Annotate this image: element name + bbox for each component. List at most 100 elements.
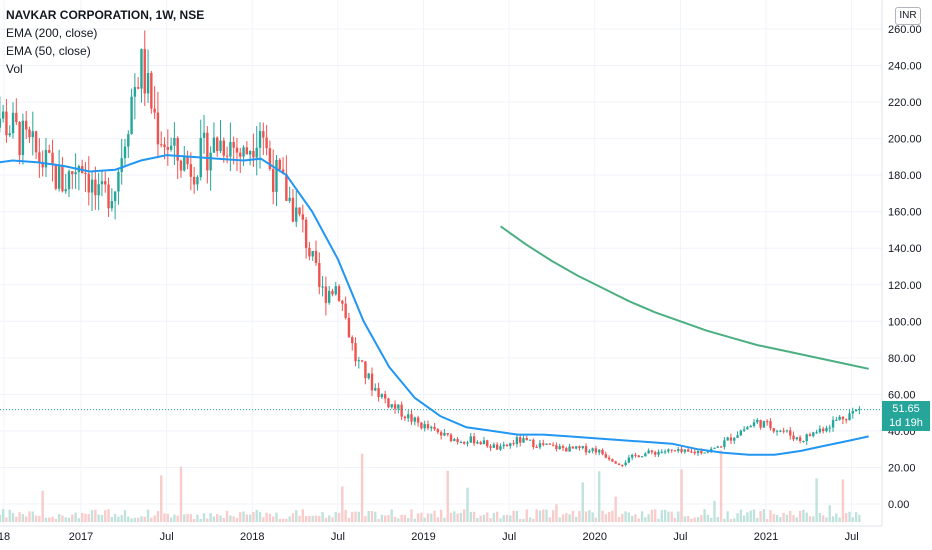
volume-bar xyxy=(802,509,805,522)
volume-bar xyxy=(825,517,828,522)
volume-bar xyxy=(209,513,212,522)
candle-body xyxy=(443,433,446,436)
volume-bar xyxy=(271,516,275,522)
chart-grid xyxy=(0,0,882,526)
volume-bar xyxy=(347,517,351,522)
volume-bar xyxy=(281,518,285,522)
volume-bar xyxy=(324,517,328,522)
volume-bar xyxy=(110,516,114,522)
candle-body xyxy=(314,250,318,263)
candle-body xyxy=(31,131,34,138)
candle-body xyxy=(630,454,634,458)
volume-bar xyxy=(100,515,104,522)
candle-body xyxy=(146,72,150,94)
volume-bar xyxy=(186,513,189,522)
volume-bar xyxy=(565,513,568,522)
volume-bar xyxy=(374,511,377,522)
candle-body xyxy=(693,451,696,454)
candle-body xyxy=(331,290,334,295)
volume-bar xyxy=(113,513,117,522)
volume-bar xyxy=(831,516,835,522)
candle-body xyxy=(18,122,21,156)
volume-bar xyxy=(130,518,133,522)
candle-body xyxy=(808,434,812,436)
volume-bar xyxy=(74,512,77,522)
candle-body xyxy=(647,450,650,454)
candle-body xyxy=(476,442,479,444)
volume-bar xyxy=(183,514,186,522)
candle-body xyxy=(140,49,143,89)
volume-bar xyxy=(61,515,64,522)
volume-bar xyxy=(64,517,67,522)
candle-body xyxy=(67,171,71,190)
volume-bar xyxy=(611,510,614,522)
candle-body xyxy=(449,434,453,442)
volume-bar xyxy=(15,516,18,522)
volume-bar xyxy=(308,515,311,522)
candle-body xyxy=(759,419,762,428)
candle-body xyxy=(341,300,344,304)
candle-body xyxy=(499,446,502,450)
candle-body xyxy=(110,201,114,209)
volume-bar xyxy=(607,511,611,522)
candle-body xyxy=(308,247,311,257)
volume-bar xyxy=(815,478,818,522)
volume-bar xyxy=(742,515,746,522)
candle-body xyxy=(291,197,295,222)
volume-bar xyxy=(495,511,499,522)
symbol-title[interactable]: NAVKAR CORPORATION, 1W, NSE xyxy=(6,8,205,22)
candle-body xyxy=(420,422,423,429)
candle-body xyxy=(466,442,469,444)
candle-body xyxy=(851,411,855,414)
candle-body xyxy=(370,373,374,391)
candle-body xyxy=(15,112,18,123)
volume-bar xyxy=(663,509,667,522)
volume-bar xyxy=(163,513,166,522)
volume-bar xyxy=(769,510,772,522)
volume-bar xyxy=(739,509,743,522)
price-axis: 0.0020.0040.0060.0080.00100.00120.00140.… xyxy=(888,24,922,511)
legend-ema200[interactable]: EMA (200, close) xyxy=(6,26,98,40)
volume-bar xyxy=(21,514,25,522)
candle-body xyxy=(650,450,654,453)
legend-volume[interactable]: Vol xyxy=(6,62,23,76)
volume-bar xyxy=(706,514,710,522)
volume-bar xyxy=(298,515,301,522)
volume-bar xyxy=(413,518,417,522)
candle-body xyxy=(831,420,835,428)
volume-bar xyxy=(410,509,413,522)
price-tick-label: 160.00 xyxy=(888,207,922,219)
volume-bar xyxy=(700,515,703,522)
volume-bar xyxy=(482,514,486,522)
candle-body xyxy=(746,427,749,430)
volume-bar xyxy=(258,512,262,522)
price-tick-label: 180.00 xyxy=(888,170,922,182)
volume-bar xyxy=(189,514,193,522)
volume-bar xyxy=(318,516,321,522)
volume-bar xyxy=(57,514,61,522)
candle-body xyxy=(393,404,397,409)
bar-countdown: 1d 19h xyxy=(889,417,923,429)
candle-body xyxy=(74,172,77,175)
candle-body xyxy=(726,437,729,441)
candle-body xyxy=(558,446,561,450)
volume-bar xyxy=(584,511,588,522)
candle-body xyxy=(756,419,759,423)
candle-body xyxy=(798,437,802,442)
volume-bar xyxy=(765,518,769,522)
volume-bar xyxy=(812,516,815,522)
candle-body xyxy=(153,108,156,113)
candle-body xyxy=(686,449,690,452)
legend-ema50[interactable]: EMA (50, close) xyxy=(6,44,91,58)
currency-label[interactable]: INR xyxy=(895,7,921,25)
volume-bar xyxy=(377,518,380,522)
candle-body xyxy=(416,417,420,423)
candle-body xyxy=(680,449,683,452)
volume-bar xyxy=(255,509,258,522)
candle-body xyxy=(555,445,558,450)
candle-body xyxy=(716,446,719,448)
candle-body xyxy=(186,157,189,165)
volume-bar xyxy=(403,514,407,522)
candle-body xyxy=(729,437,733,441)
